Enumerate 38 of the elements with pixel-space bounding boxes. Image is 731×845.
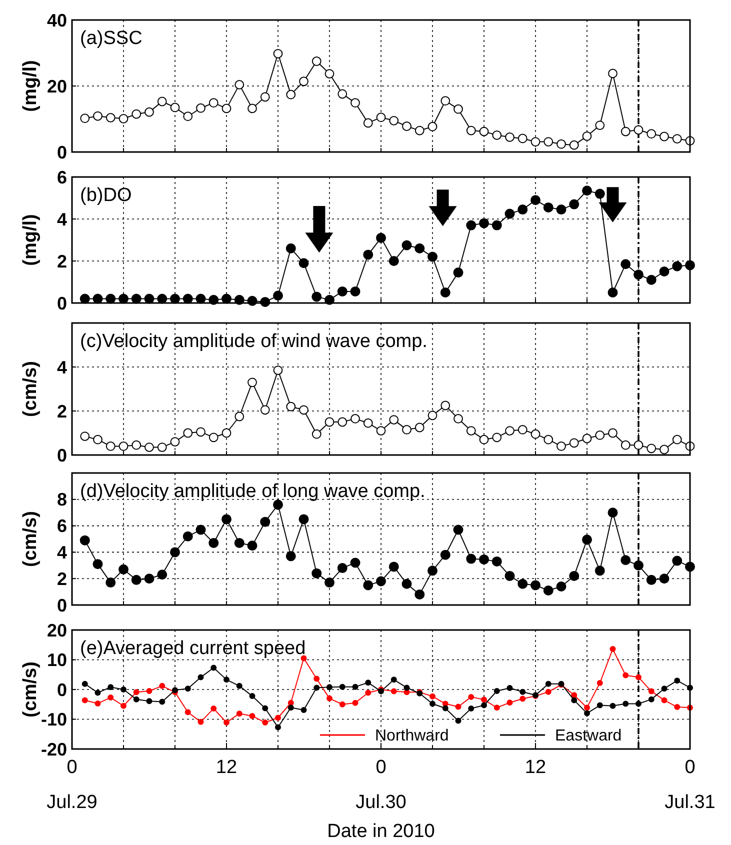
y-tick-label: 4 <box>56 357 67 378</box>
x-axis-title: Date in 2010 <box>327 821 435 842</box>
x-tick-label: 0 Jul.29 <box>46 757 98 813</box>
x-tick-label: 12 <box>216 757 238 778</box>
y-axis-title: (mg/l) <box>20 214 41 266</box>
y-tick-label: 6 <box>56 516 67 536</box>
y-tick-label: 0 <box>56 595 67 616</box>
chart-title: (a)SSC <box>80 28 142 49</box>
y-tick-label: 0 <box>56 142 67 162</box>
y-tick-label: 20 <box>46 620 67 640</box>
y-tick-label: 2 <box>56 401 67 422</box>
y-tick-label: 0 <box>56 293 67 314</box>
chart-title: (d)Velocity amplitude of long wave comp. <box>80 481 426 502</box>
x-tick-label: 12 <box>524 757 546 778</box>
y-tick-label: 20 <box>46 76 67 96</box>
y-tick-label: 4 <box>56 209 67 230</box>
y-axis-title: (mg/l) <box>20 60 41 112</box>
chart-title: (e)Averaged current speed <box>80 638 306 659</box>
y-tick-label: 40 <box>46 10 67 30</box>
y-axis-title: (cm/s) <box>20 361 41 417</box>
y-tick-label: 2 <box>56 568 67 589</box>
y-tick-label: 10 <box>46 650 67 670</box>
y-tick-label: 6 <box>56 167 67 188</box>
y-tick-label: 2 <box>56 251 67 272</box>
y-tick-label: -20 <box>40 739 67 760</box>
legend-label: Eastward <box>555 728 622 745</box>
chart-title: (b)DO <box>80 185 132 206</box>
y-axis-title: (cm/s) <box>20 511 41 567</box>
y-axis-title: (cm/s) <box>20 662 41 718</box>
legend-label: Northward <box>375 728 449 745</box>
y-tick-label: 0 <box>56 680 67 700</box>
y-tick-label: 0 <box>56 445 67 466</box>
y-tick-label: 8 <box>56 490 67 510</box>
y-tick-label: 4 <box>56 542 67 562</box>
x-tick-label: 0 Jul.30 <box>356 757 406 813</box>
y-tick-label: -10 <box>40 710 67 730</box>
chart-title: (c)Velocity amplitude of wind wave comp. <box>80 331 428 352</box>
x-tick-label: 0 Jul.31 <box>664 757 716 813</box>
